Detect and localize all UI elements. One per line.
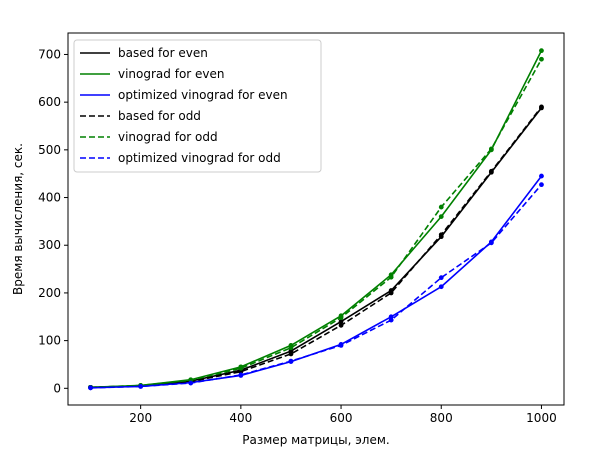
x-tick-label: 1000 (526, 411, 557, 425)
data-point-vinograd-for-odd (488, 146, 494, 152)
x-axis-label: Размер матрицы, элем. (242, 433, 389, 447)
legend-label: vinograd for even (118, 67, 225, 81)
data-point-vinograd-for-odd (539, 56, 544, 62)
y-tick-label: 500 (38, 143, 61, 157)
data-point-based-for-odd (539, 104, 544, 110)
series-line-vinograd-for-odd (90, 58, 543, 389)
data-point-based-for-odd (488, 168, 494, 174)
data-point-based-for-even (338, 319, 344, 324)
x-tick-label: 200 (129, 411, 152, 425)
y-tick-label: 600 (38, 95, 61, 109)
series-line-optimized-vinograd-for-odd (90, 184, 543, 389)
data-point-optimized-vinograd-for-odd (88, 385, 93, 391)
x-tick-label: 400 (229, 411, 252, 425)
legend-label: optimized vinograd for odd (118, 151, 281, 165)
data-point-vinograd-for-even (438, 214, 444, 220)
data-point-optimized-vinograd-for-odd (488, 240, 494, 246)
data-point-optimized-vinograd-for-odd (338, 342, 344, 348)
y-tick-label: 300 (38, 238, 61, 252)
data-point-vinograd-for-odd (388, 274, 394, 280)
legend-label: vinograd for odd (118, 130, 218, 144)
y-axis-label: Время вычисления, сек. (11, 143, 25, 295)
data-point-vinograd-for-odd (438, 204, 444, 210)
data-point-vinograd-for-odd (338, 315, 344, 321)
y-tick-label: 100 (38, 334, 61, 348)
x-tick-label: 600 (330, 411, 353, 425)
plot-frame (67, 32, 565, 406)
data-point-vinograd-for-odd (238, 365, 244, 371)
x-tick-label: 800 (430, 411, 453, 425)
legend-label: based for odd (118, 109, 201, 123)
data-point-optimized-vinograd-for-odd (288, 358, 294, 364)
legend-box (73, 39, 322, 173)
y-axis: 0 100 200 300 400 500 600 700 (38, 47, 68, 395)
data-point-vinograd-for-even (539, 48, 544, 54)
data-point-optimized-vinograd-for-odd (539, 182, 544, 188)
y-tick-label: 0 (53, 381, 61, 395)
series-line-optimized-vinograd-for-even (90, 175, 543, 389)
data-point-optimized-vinograd-for-odd (188, 380, 194, 386)
legend: based for even vinograd for even optimized… (73, 39, 322, 173)
x-axis: 200 400 600 800 1000 (129, 405, 557, 425)
data-point-optimized-vinograd-for-odd (138, 384, 144, 389)
data-point-optimized-vinograd-for-even (388, 314, 394, 320)
data-point-optimized-vinograd-for-odd (388, 317, 394, 323)
data-point-based-for-odd (238, 369, 244, 375)
legend-label: optimized vinograd for even (118, 88, 288, 102)
y-tick-label: 700 (38, 47, 61, 61)
legend-label: based for even (118, 46, 208, 60)
data-point-based-for-odd (438, 232, 444, 238)
data-point-optimized-vinograd-for-even (539, 173, 544, 179)
series-lines (90, 50, 543, 389)
series-line-based-for-odd (90, 106, 543, 389)
y-tick-label: 400 (38, 191, 61, 205)
data-point-optimized-vinograd-for-odd (238, 372, 244, 378)
data-point-based-for-odd (338, 322, 344, 328)
data-point-based-for-odd (288, 351, 294, 357)
data-point-vinograd-for-odd (288, 345, 294, 351)
data-point-optimized-vinograd-for-odd (438, 275, 444, 281)
y-tick-label: 200 (38, 286, 61, 300)
data-point-based-for-odd (388, 290, 394, 296)
data-point-optimized-vinograd-for-even (438, 284, 444, 290)
series-markers (88, 48, 544, 391)
